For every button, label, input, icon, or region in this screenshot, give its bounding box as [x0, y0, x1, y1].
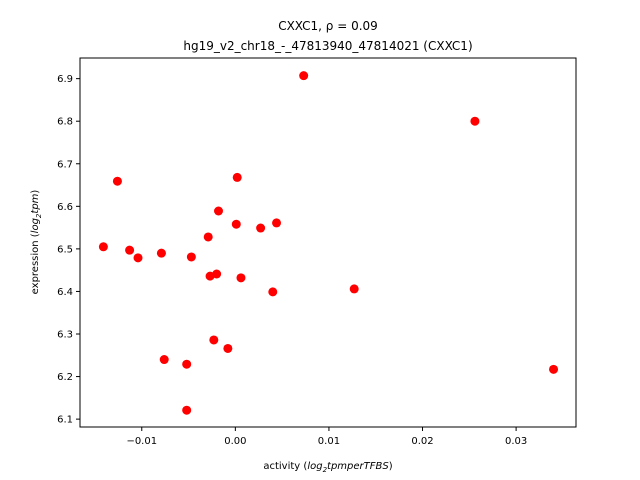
y-tick-label: 6.8 — [57, 117, 73, 128]
y-tick-label: 6.3 — [57, 330, 73, 341]
scatter-point — [209, 335, 219, 345]
scatter-point — [232, 172, 242, 182]
x-axis: −0.01 0.00 0.01 0.02 0.03 — [126, 427, 527, 447]
scatter-point — [112, 176, 122, 186]
x-tick-label: 0.02 — [411, 436, 433, 447]
chart-title-line2: hg19_v2_chr18_-_47813940_47814021 (CXXC1… — [183, 39, 472, 53]
plot-area — [98, 71, 559, 415]
y-tick-label: 6.7 — [57, 159, 73, 170]
scatter-point — [272, 218, 282, 228]
scatter-point — [349, 284, 359, 294]
scatter-point — [212, 269, 222, 279]
scatter-point — [223, 343, 233, 353]
y-tick-label: 6.4 — [57, 287, 73, 298]
chart-title-line1: CXXC1, ρ = 0.09 — [278, 19, 378, 33]
scatter-point — [268, 287, 278, 297]
x-tick-label: −0.01 — [126, 436, 157, 447]
scatter-point — [159, 355, 169, 365]
scatter-point — [182, 359, 192, 369]
y-tick-label: 6.1 — [57, 415, 73, 426]
y-tick-label: 6.2 — [57, 372, 73, 383]
y-tick-label: 6.5 — [57, 244, 73, 255]
y-tick-label: 6.6 — [57, 202, 73, 213]
scatter-point — [186, 252, 196, 262]
y-axis-label: expression (log2tpm) — [30, 190, 43, 295]
scatter-point — [182, 405, 192, 415]
scatter-point — [549, 364, 559, 374]
x-tick-label: 0.03 — [505, 436, 527, 447]
scatter-point — [125, 245, 135, 255]
scatter-point — [256, 223, 266, 233]
x-tick-label: 0.00 — [224, 436, 246, 447]
scatter-point — [299, 71, 309, 81]
scatter-point — [98, 242, 108, 252]
y-tick-label: 6.9 — [57, 74, 73, 85]
scatter-point — [236, 273, 246, 283]
x-axis-label: activity (log2tpmperTFBS) — [263, 461, 392, 474]
scatter-point — [470, 116, 480, 126]
scatter-point — [156, 248, 166, 258]
axes-frame — [79, 57, 577, 428]
scatter-point — [231, 219, 241, 229]
y-axis: 6.1 6.2 6.3 6.4 6.5 6.6 6.7 6.8 6.9 — [57, 74, 80, 426]
scatter-point — [133, 253, 143, 263]
scatter-point — [203, 232, 213, 242]
x-tick-label: 0.01 — [318, 436, 340, 447]
scatter-point — [214, 206, 224, 216]
